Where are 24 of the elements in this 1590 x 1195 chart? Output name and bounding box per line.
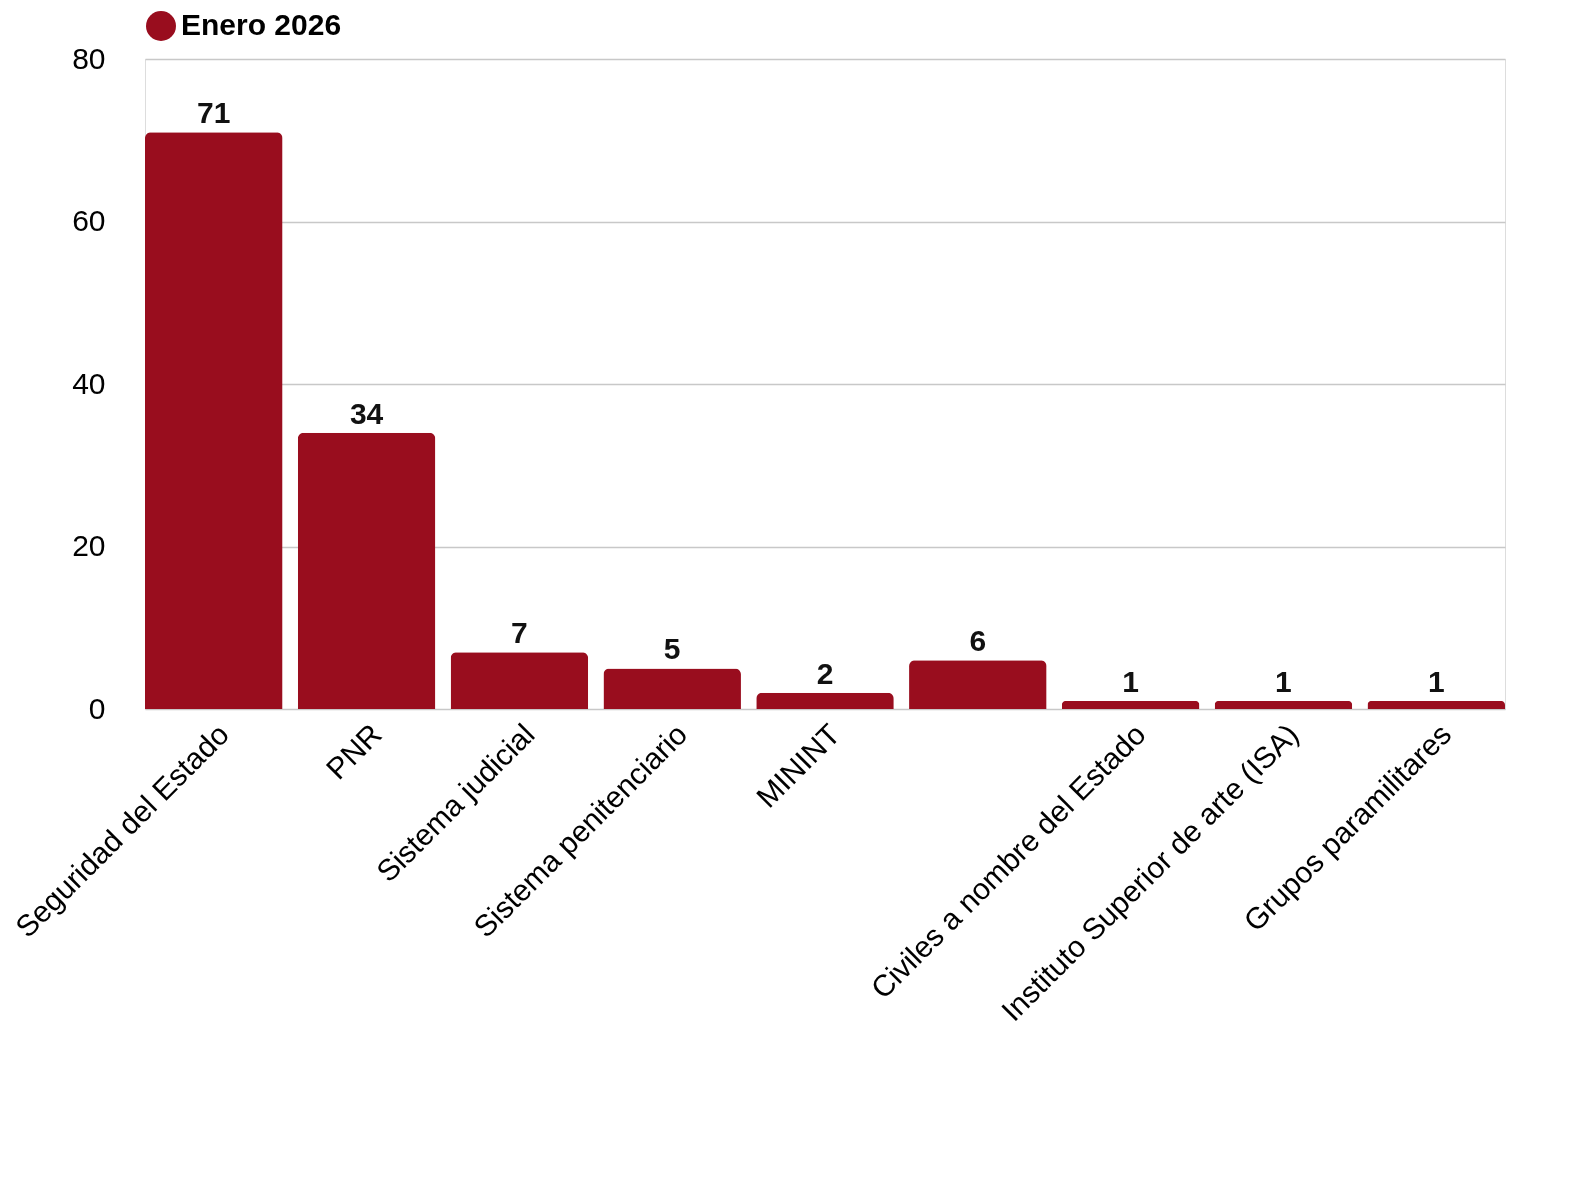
legend-label: Enero 2026 — [181, 8, 342, 41]
bar — [603, 668, 741, 709]
bar — [909, 660, 1047, 709]
bar — [297, 432, 436, 709]
y-tick-label: 60 — [72, 204, 106, 237]
data-label: 5 — [663, 632, 681, 666]
bar — [1214, 700, 1353, 709]
data-label: 7 — [511, 616, 528, 650]
data-label: 2 — [816, 656, 834, 690]
bar — [1367, 700, 1505, 709]
data-label: 6 — [969, 624, 987, 658]
data-label: 34 — [349, 396, 384, 430]
y-tick-label: 0 — [88, 691, 106, 725]
y-tick-label: 80 — [72, 41, 106, 75]
data-label: 71 — [197, 96, 231, 130]
bar — [756, 692, 894, 709]
bar — [450, 652, 589, 709]
bar — [145, 132, 283, 709]
data-label: 1 — [1427, 664, 1445, 698]
y-tick-label: 40 — [72, 366, 106, 400]
bar — [1061, 700, 1200, 709]
y-tick-label: 20 — [72, 529, 106, 562]
data-label: 1 — [1122, 664, 1139, 698]
data-label: 1 — [1275, 664, 1292, 698]
